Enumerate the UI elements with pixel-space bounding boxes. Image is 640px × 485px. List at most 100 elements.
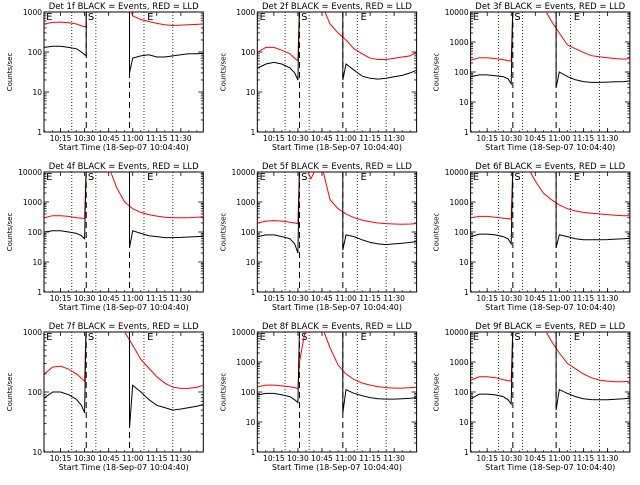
y-tick-label: 10	[459, 98, 469, 107]
y-tick-label: 10	[246, 418, 256, 427]
y-tick-label: 10000	[445, 8, 469, 17]
y-tick-label: 1000	[23, 8, 42, 17]
time-marker-label: E	[574, 12, 580, 23]
chart-title: Det 3f BLACK = Events, RED = LLD	[475, 2, 625, 12]
x-tick-label: 11:15	[359, 134, 381, 143]
plot-frame	[470, 11, 631, 133]
y-tick-label: 1	[464, 128, 469, 137]
series-group	[257, 332, 417, 414]
series-group	[470, 332, 630, 411]
y-tick-label: 1000	[450, 198, 469, 207]
chart-panel-3: Det 3f BLACK = Events, RED = LLD 1 10 100 10…	[433, 2, 631, 152]
y-tick-label: 100	[28, 48, 43, 57]
time-marker-label: S	[88, 332, 94, 343]
x-tick-label: 10:15	[263, 454, 285, 463]
x-tick-label: 10:45	[98, 294, 120, 303]
y-tick-label: 1	[251, 288, 256, 297]
y-tick-label: 100	[454, 228, 469, 237]
y-tick-label: 100	[454, 388, 469, 397]
y-axis-label: Counts/sec	[433, 53, 441, 92]
x-tick-label: 11:30	[383, 454, 405, 463]
x-tick-label: 11:00	[335, 454, 357, 463]
y-tick-label: 10000	[445, 168, 469, 177]
time-marker-label: E	[259, 332, 265, 343]
chart-panel-1: Det 1f BLACK = Events, RED = LLD 1 10 100 10…	[6, 2, 204, 152]
lld-series-line	[470, 12, 630, 62]
time-marker-label: E	[360, 332, 366, 343]
lld-series-line	[44, 12, 204, 28]
time-marker-label: E	[46, 12, 52, 23]
y-axis-label: Counts/sec	[6, 53, 14, 92]
x-tick-label: 11:00	[122, 134, 144, 143]
lld-series-line	[257, 332, 417, 390]
x-tick-label: 11:15	[359, 454, 381, 463]
x-axis-label: Start Time (18-Sep-07 10:04:40)	[485, 303, 615, 312]
x-tick-label: 11:15	[359, 294, 381, 303]
x-tick-label: 11:00	[549, 134, 571, 143]
x-tick-label: 11:30	[597, 294, 619, 303]
x-tick-label: 11:00	[335, 294, 357, 303]
time-marker-label: E	[473, 332, 479, 343]
time-marker-label: S	[514, 332, 520, 343]
time-marker-label: E	[259, 172, 265, 183]
x-tick-label: 10:30	[74, 134, 96, 143]
y-tick-label: 1	[37, 128, 42, 137]
x-tick-label: 11:30	[170, 294, 192, 303]
x-tick-label: 10:30	[287, 294, 309, 303]
x-tick-label: 11:15	[146, 294, 168, 303]
chart-title: Det 5f BLACK = Events, RED = LLD	[262, 162, 412, 172]
y-axis-label: Counts/sec	[433, 213, 441, 252]
chart-title: Det 1f BLACK = Events, RED = LLD	[49, 2, 199, 12]
x-tick-label: 10:15	[476, 454, 498, 463]
x-tick-label: 10:30	[74, 294, 96, 303]
chart-title: Det 8f BLACK = Events, RED = LLD	[262, 322, 412, 332]
y-tick-label: 10	[32, 258, 42, 267]
series-group	[470, 12, 630, 88]
time-marker-label: E	[147, 332, 153, 343]
x-tick-label: 10:30	[500, 134, 522, 143]
y-tick-label: 1000	[450, 38, 469, 47]
x-tick-label: 10:45	[524, 294, 546, 303]
chart-panel-2: Det 2f BLACK = Events, RED = LLD 1 10 100 10…	[219, 2, 418, 152]
chart-panel-6: Det 6f BLACK = Events, RED = LLD 1 10 100 10…	[433, 162, 631, 312]
events-series-line	[44, 12, 204, 74]
x-tick-label: 10:45	[98, 134, 120, 143]
x-tick-label: 10:30	[500, 294, 522, 303]
x-tick-label: 10:15	[50, 294, 72, 303]
y-tick-label: 100	[241, 48, 256, 57]
y-axis-label: Counts/sec	[219, 53, 227, 92]
y-tick-label: 10000	[18, 168, 42, 177]
x-tick-label: 10:45	[524, 134, 546, 143]
plot-frame	[43, 11, 204, 133]
time-marker-label: E	[46, 172, 52, 183]
chart-title: Det 2f BLACK = Events, RED = LLD	[262, 2, 412, 12]
x-tick-label: 11:15	[573, 294, 595, 303]
y-tick-label: 10	[459, 418, 469, 427]
x-tick-label: 11:15	[573, 134, 595, 143]
time-marker-label: E	[473, 172, 479, 183]
x-tick-label: 11:00	[122, 294, 144, 303]
y-tick-label: 1000	[236, 358, 255, 367]
x-axis-label: Start Time (18-Sep-07 10:04:40)	[59, 143, 189, 152]
y-tick-label: 100	[241, 388, 256, 397]
events-series-line	[470, 12, 630, 88]
time-marker-label: E	[147, 12, 153, 23]
y-tick-label: 1	[251, 128, 256, 137]
y-axis-label: Counts/sec	[219, 373, 227, 412]
events-series-line	[257, 172, 417, 254]
time-marker-label: S	[88, 12, 94, 23]
chart-panel-9: Det 9f BLACK = Events, RED = LLD 1 10 100 10…	[433, 322, 631, 472]
y-tick-label: 10000	[231, 168, 255, 177]
y-tick-label: 1	[464, 288, 469, 297]
x-tick-label: 11:15	[146, 134, 168, 143]
y-tick-label: 100	[241, 228, 256, 237]
x-tick-label: 10:15	[476, 134, 498, 143]
x-tick-label: 11:30	[170, 454, 192, 463]
x-axis-label: Start Time (18-Sep-07 10:04:40)	[485, 463, 615, 472]
y-tick-label: 1000	[23, 328, 42, 337]
plot-frame	[470, 171, 631, 293]
y-tick-label: 1	[251, 448, 256, 457]
time-marker-label: S	[88, 172, 94, 183]
